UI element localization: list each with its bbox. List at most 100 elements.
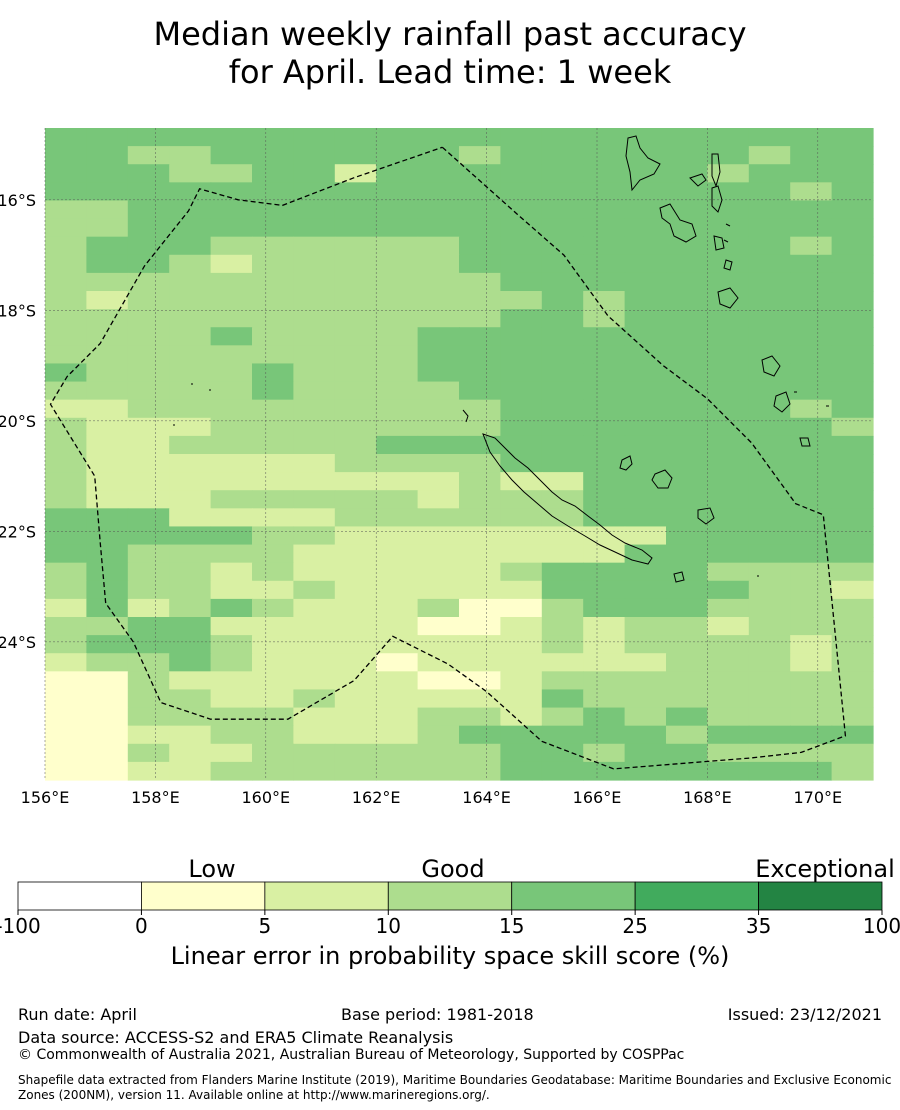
skill-cell — [86, 236, 129, 256]
skill-cell — [831, 617, 874, 636]
skill-cell — [707, 707, 750, 727]
skill-cell — [417, 508, 460, 528]
colorbar-xlabel: Linear error in probability space skill … — [170, 942, 730, 970]
skill-cell — [210, 653, 253, 672]
skill-cell — [334, 526, 377, 546]
skill-cell — [293, 454, 336, 473]
skill-cell — [293, 291, 336, 310]
skill-cell — [831, 435, 874, 455]
skill-cell — [624, 272, 667, 292]
skill-cell — [666, 743, 708, 763]
skill-cell — [624, 309, 667, 328]
skill-cell — [790, 182, 833, 202]
skill-cell — [583, 562, 626, 582]
skill-cell — [376, 617, 419, 636]
skill-cell — [45, 309, 87, 328]
skill-cell — [500, 164, 543, 183]
skill-cell — [376, 508, 419, 528]
skill-cell — [417, 254, 460, 274]
skill-cell — [169, 291, 212, 310]
skill-cell — [86, 707, 129, 727]
skill-cell — [169, 508, 212, 528]
skill-cell — [210, 236, 253, 256]
skill-cell — [376, 164, 419, 183]
skill-cell — [376, 671, 419, 691]
skill-cell — [707, 291, 750, 310]
skill-cell — [583, 653, 626, 672]
skill-cell — [293, 707, 336, 727]
skill-cell — [707, 671, 750, 691]
skill-cell — [459, 562, 501, 582]
skill-cell — [210, 399, 253, 419]
skill-cell — [790, 562, 833, 582]
skill-cell — [748, 399, 791, 419]
skill-cell — [790, 399, 833, 419]
skill-cell — [748, 472, 791, 491]
skill-cell — [293, 671, 336, 691]
skill-cell — [210, 580, 253, 600]
skill-cell — [748, 671, 791, 691]
skill-cell — [334, 544, 377, 564]
skill-cell — [666, 526, 708, 546]
skill-cell — [831, 598, 874, 618]
skill-cell — [334, 399, 377, 419]
skill-cell — [293, 598, 336, 618]
skill-cell — [169, 490, 212, 509]
skill-cell — [459, 544, 501, 564]
skill-cell — [252, 490, 294, 509]
skill-cell — [707, 562, 750, 582]
skill-cell — [459, 128, 501, 147]
skill-cell — [459, 508, 501, 528]
skill-cell — [831, 345, 874, 365]
skill-cell — [252, 508, 294, 528]
skill-cell — [45, 671, 87, 691]
skill-cell — [334, 454, 377, 473]
skill-cell — [293, 309, 336, 328]
skill-cell — [583, 236, 626, 256]
skill-cell — [624, 580, 667, 600]
skill-cell — [334, 291, 377, 310]
colorbar-segment — [264, 881, 389, 911]
skill-cell — [459, 761, 501, 781]
skill-cell — [583, 417, 626, 437]
skill-cell — [707, 417, 750, 437]
skill-cell — [748, 508, 791, 528]
skill-cell — [417, 454, 460, 473]
skill-cell — [831, 164, 874, 183]
skill-cell — [252, 743, 294, 763]
skill-cell — [541, 345, 584, 365]
skill-cell — [376, 417, 419, 437]
skill-cell — [831, 743, 874, 763]
skill-cell — [790, 417, 833, 437]
skill-cell — [790, 435, 833, 455]
skill-cell — [127, 508, 170, 528]
skill-cell — [624, 200, 667, 220]
skill-cell — [169, 363, 212, 383]
skill-cell — [748, 580, 791, 600]
skill-cell — [831, 218, 874, 238]
skill-cell — [748, 689, 791, 709]
skill-cell — [376, 725, 419, 745]
skill-cell — [459, 381, 501, 401]
skill-cell — [293, 617, 336, 636]
skill-cell — [376, 580, 419, 600]
skill-cell — [624, 598, 667, 618]
skill-cell — [583, 598, 626, 618]
skill-cell — [831, 272, 874, 292]
skill-cell — [169, 562, 212, 582]
skill-cell — [583, 635, 626, 654]
skill-cell — [748, 146, 791, 165]
skill-cell — [45, 454, 87, 473]
skill-cell — [293, 218, 336, 238]
skill-cell — [169, 725, 212, 745]
skill-cell — [831, 454, 874, 473]
skill-cell — [666, 236, 708, 256]
skill-cell — [624, 725, 667, 745]
skill-cell — [86, 363, 129, 383]
skill-cell — [293, 508, 336, 528]
skill-cell — [252, 598, 294, 618]
skill-cell — [790, 236, 833, 256]
skill-cell — [459, 164, 501, 183]
skill-cell — [541, 435, 584, 455]
skill-cell — [707, 454, 750, 473]
